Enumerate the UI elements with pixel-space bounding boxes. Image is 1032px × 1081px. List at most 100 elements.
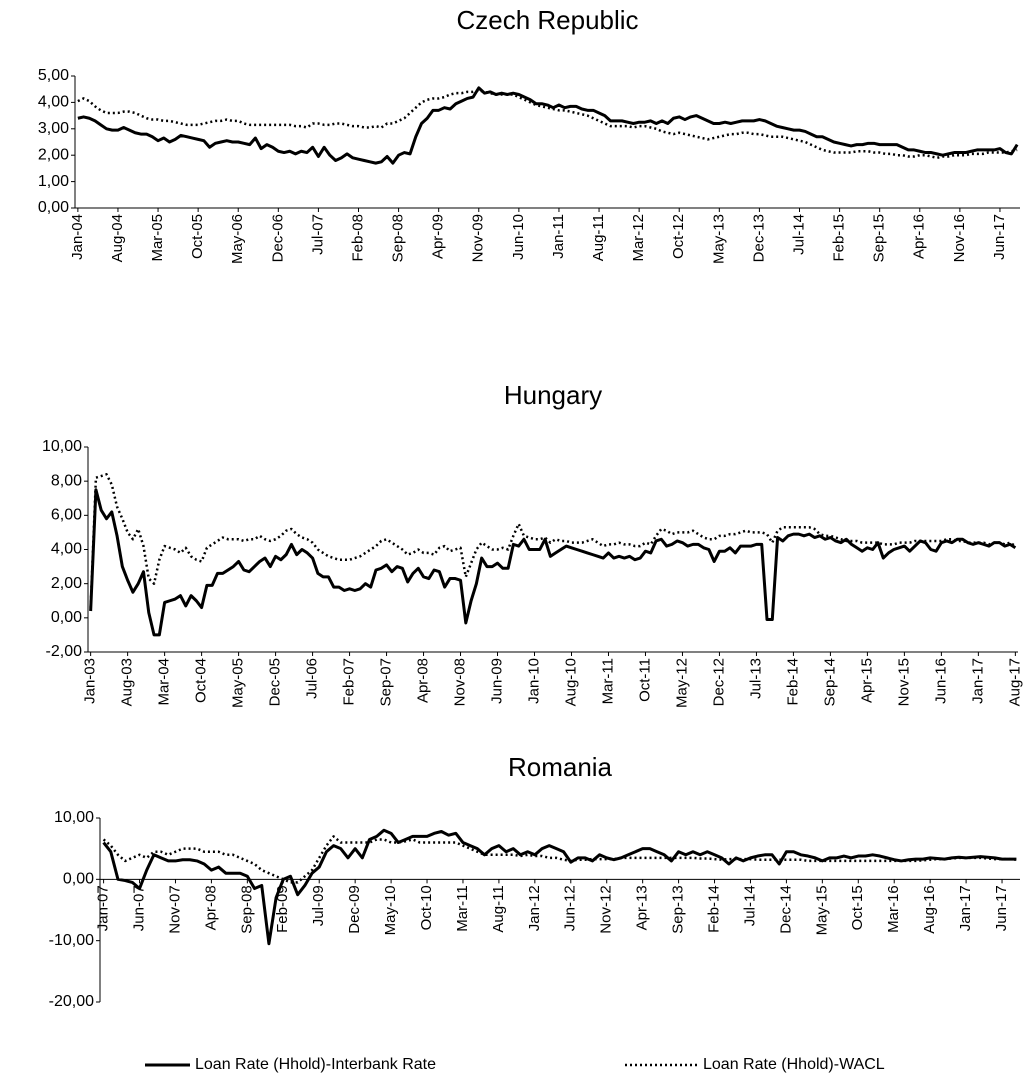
x-tick-label: Mar-16 [885,885,902,933]
x-tick-label: Apr-08 [415,658,432,703]
x-tick-label: Oct-12 [670,214,687,259]
x-tick-label: Apr-09 [430,214,447,259]
x-tick-label: Jun-17 [991,214,1008,260]
x-tick-label: Jan-11 [550,214,567,259]
y-tick-label: 8,00 [51,472,82,489]
x-tick-label: Jul-14 [741,885,758,926]
y-tick-label: 4,00 [51,541,82,558]
x-tick-label: Dec-06 [269,214,286,262]
x-tick-label: Mar-04 [156,658,173,706]
x-tick-label: Dec-14 [777,885,794,933]
legend-label: Loan Rate (Hhold)-Interbank Rate [195,1056,436,1073]
x-tick-label: Jun-09 [488,658,505,704]
y-tick-label: 5,00 [38,67,69,84]
x-tick-label: Sep-15 [871,214,888,262]
x-tick-label: Aug-16 [921,885,938,933]
x-tick-label: Mar-12 [630,214,647,262]
x-tick-label: Nov-08 [451,658,468,706]
legend-label: Loan Rate (Hhold)-WACL [703,1056,885,1073]
y-tick-label: 10,00 [54,809,94,826]
x-tick-label: Sep-08 [238,885,255,933]
x-tick-label: Sep-07 [378,658,395,706]
x-tick-label: Dec-05 [267,658,284,706]
x-tick-label: Oct-11 [636,658,653,702]
y-tick-label: 6,00 [51,507,82,524]
x-tick-label: Sep-14 [821,658,838,706]
y-tick-label: 0,00 [63,871,94,888]
x-tick-label: May-15 [813,885,830,935]
x-tick-label: Aug-11 [490,885,507,932]
x-tick-label: Mar-11 [599,658,616,704]
y-tick-label: 4,00 [38,94,69,111]
x-tick-label: Aug-17 [1006,658,1023,706]
x-tick-label: Dec-13 [750,214,767,262]
y-tick-label: -20,00 [49,993,94,1010]
x-tick-label: Oct-05 [189,214,206,259]
x-tick-label: Jun-10 [510,214,527,260]
x-tick-label: Apr-13 [634,885,651,930]
x-tick-label: Apr-16 [911,214,928,259]
series-line [102,835,1017,884]
x-tick-label: Jul-14 [790,214,807,255]
x-tick-label: Aug-10 [562,658,579,706]
x-tick-label: Jun-07 [131,885,148,931]
x-tick-label: Nov-15 [895,658,912,706]
x-tick-label: May-13 [710,214,727,264]
x-tick-label: Nov-09 [470,214,487,262]
x-tick-label: Aug-11 [590,214,607,261]
series-line [89,473,1017,608]
chart-title: Hungary [504,380,602,410]
x-tick-label: Jul-09 [310,885,327,926]
chart-title: Czech Republic [456,5,638,35]
series-line [89,488,1017,637]
series-line [77,86,1019,165]
x-tick-label: Sep-08 [390,214,407,262]
x-tick-label: Apr-08 [202,885,219,930]
x-tick-label: Jan-07 [95,885,112,931]
x-tick-label: May-12 [673,658,690,708]
x-tick-label: Jun-16 [932,658,949,704]
series-line [102,828,1017,946]
x-tick-label: May-10 [382,885,399,935]
x-tick-label: Feb-08 [349,214,366,262]
x-tick-label: Dec-09 [346,885,363,933]
x-tick-label: Feb-14 [784,658,801,706]
x-tick-label: Jan-12 [526,885,543,931]
x-tick-label: Jan-17 [969,658,986,704]
x-tick-label: Nov-07 [166,885,183,933]
x-tick-label: Feb-09 [274,885,291,933]
x-tick-label: Jan-17 [957,885,974,931]
x-tick-label: Jan-03 [82,658,99,704]
x-tick-label: Jun-12 [562,885,579,931]
x-tick-label: Apr-15 [858,658,875,703]
x-tick-label: Sep-13 [670,885,687,933]
y-tick-label: 0,00 [51,609,82,626]
x-tick-label: Oct-04 [193,658,210,703]
y-tick-label: 1,00 [38,173,69,190]
chart-title: Romania [508,752,613,782]
y-tick-label: 2,00 [38,146,69,163]
y-tick-label: -2,00 [46,643,83,660]
x-tick-label: Jun-17 [993,885,1010,931]
x-tick-label: Mar-05 [149,214,166,262]
x-tick-label: Jul-13 [747,658,764,699]
x-tick-label: Jan-10 [525,658,542,704]
x-tick-label: May-05 [230,658,247,708]
x-tick-label: Mar-11 [454,885,471,931]
y-tick-label: -10,00 [49,932,94,949]
y-tick-label: 2,00 [51,575,82,592]
x-tick-label: Jul-07 [309,214,326,255]
x-tick-label: Feb-07 [341,658,358,706]
x-tick-label: Jul-06 [304,658,321,699]
x-tick-label: May-06 [229,214,246,264]
series-line [77,89,1018,160]
x-tick-label: Nov-16 [951,214,968,262]
x-tick-label: Aug-04 [109,214,126,262]
x-tick-label: Aug-03 [119,658,136,706]
y-tick-label: 0,00 [38,199,69,216]
x-tick-label: Oct-10 [418,885,435,930]
x-tick-label: Oct-15 [849,885,866,930]
y-tick-label: 3,00 [38,120,69,137]
x-tick-label: Feb-15 [831,214,848,262]
